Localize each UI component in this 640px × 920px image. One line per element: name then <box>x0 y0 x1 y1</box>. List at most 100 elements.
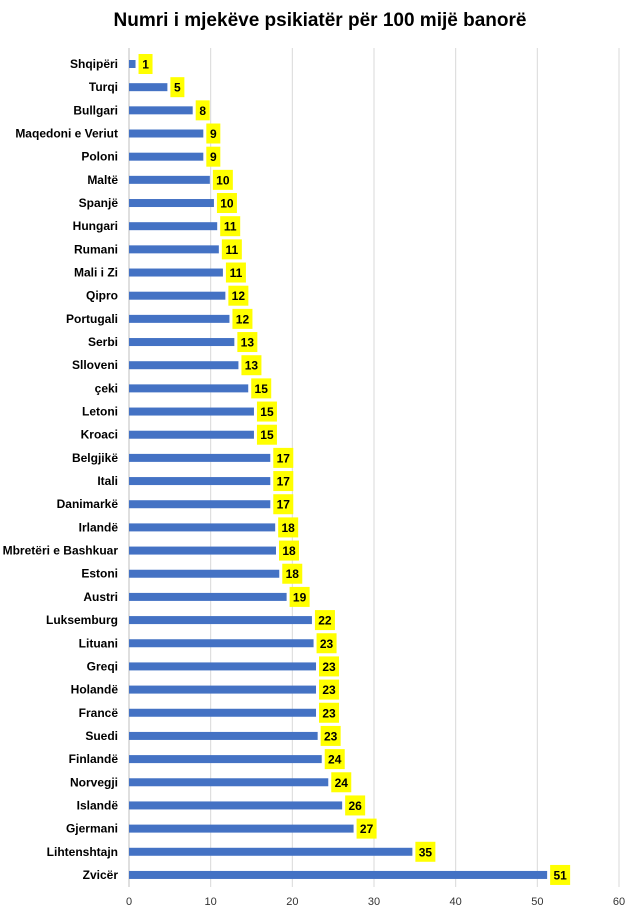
x-tick-label: 20 <box>286 896 298 908</box>
bar <box>129 384 249 393</box>
category-label: Finlandë <box>69 752 119 766</box>
x-tick-label: 50 <box>531 896 543 908</box>
bar <box>129 569 280 578</box>
data-label: 23 <box>322 660 336 674</box>
data-label: 51 <box>553 868 567 882</box>
category-label: Serbi <box>88 335 118 349</box>
data-label-background <box>212 169 233 190</box>
bar <box>129 847 413 856</box>
bar <box>129 314 230 323</box>
category-label: Gjermani <box>66 822 118 836</box>
data-label-background <box>356 818 377 839</box>
category-label: Belgjikë <box>72 451 118 465</box>
category-label: Maltë <box>87 173 118 187</box>
data-label: 18 <box>282 521 296 535</box>
data-label: 9 <box>210 150 217 164</box>
category-label: Lihtenshtajn <box>47 845 118 859</box>
bar <box>129 500 271 509</box>
bar <box>129 407 254 416</box>
category-label: Mbretëri e Bashkuar <box>3 544 119 558</box>
data-label-background <box>282 563 303 584</box>
data-label-background <box>273 447 294 468</box>
category-label: Shqipëri <box>70 57 118 71</box>
data-label-background <box>232 308 253 329</box>
bar <box>129 83 168 92</box>
category-label: Luksemburg <box>46 613 118 627</box>
x-tick-label: 0 <box>126 896 132 908</box>
data-label-background <box>237 332 258 353</box>
data-label-background <box>170 77 185 98</box>
data-label: 11 <box>224 220 237 234</box>
bar <box>129 708 317 717</box>
data-label: 9 <box>210 127 217 141</box>
data-label: 12 <box>232 289 246 303</box>
data-label-background <box>320 725 341 746</box>
data-label: 23 <box>320 637 334 651</box>
bar <box>129 222 218 231</box>
data-label-background <box>256 401 277 422</box>
data-label: 18 <box>282 544 296 558</box>
data-label: 22 <box>318 614 332 628</box>
data-label: 10 <box>216 173 230 187</box>
category-label: Suedi <box>85 729 118 743</box>
data-label-background <box>550 864 571 885</box>
data-label-background <box>216 193 237 214</box>
data-label-background <box>241 355 262 376</box>
category-label: Portugali <box>66 312 118 326</box>
category-label: Estoni <box>81 567 118 581</box>
category-label: Kroaci <box>81 428 118 442</box>
bar <box>129 731 318 740</box>
data-label: 23 <box>324 729 338 743</box>
category-label: Greqi <box>87 659 118 673</box>
data-label-background <box>319 679 340 700</box>
bar <box>129 477 271 486</box>
category-label: Austri <box>83 590 118 604</box>
category-label: Spanjë <box>79 196 119 210</box>
data-label: 12 <box>236 312 250 326</box>
data-label-background <box>331 772 352 793</box>
bar <box>129 430 254 439</box>
bar <box>129 129 204 138</box>
category-label: Mali i Zi <box>74 266 118 280</box>
data-label: 10 <box>220 197 234 211</box>
bar <box>129 546 276 555</box>
data-label: 15 <box>260 428 274 442</box>
bar <box>129 60 136 68</box>
data-label: 15 <box>255 382 269 396</box>
category-label: Holandë <box>71 683 119 697</box>
data-label-background <box>228 285 249 306</box>
data-label-background <box>319 656 340 677</box>
data-label: 19 <box>293 590 307 604</box>
category-label: Maqedoni e Veriut <box>15 127 118 141</box>
category-label: Bullgari <box>73 103 118 117</box>
bar <box>129 824 354 833</box>
data-label: 23 <box>322 706 336 720</box>
bar <box>129 245 219 254</box>
data-label: 17 <box>277 475 291 489</box>
data-label-background <box>195 100 210 121</box>
data-label: 1 <box>142 58 149 72</box>
category-label: Islandë <box>77 798 119 812</box>
data-label: 26 <box>348 799 362 813</box>
category-label: Letoni <box>82 405 118 419</box>
data-label-background <box>273 471 294 492</box>
data-label-background <box>273 494 294 515</box>
category-label: Qipro <box>86 289 118 303</box>
x-tick-label: 40 <box>450 896 462 908</box>
bar <box>129 592 287 601</box>
bar <box>129 291 226 300</box>
category-label: Rumani <box>74 242 118 256</box>
data-label: 24 <box>335 776 349 790</box>
category-label: Lituani <box>79 636 118 650</box>
data-label: 13 <box>241 336 255 350</box>
data-label-background <box>206 123 221 144</box>
category-label: Zvicër <box>83 868 119 882</box>
data-label: 18 <box>286 567 300 581</box>
bar <box>129 639 314 648</box>
data-label-background <box>415 841 436 862</box>
data-label: 13 <box>245 359 259 373</box>
bar <box>129 268 223 277</box>
data-label: 24 <box>328 753 342 767</box>
data-label-background <box>256 424 277 445</box>
